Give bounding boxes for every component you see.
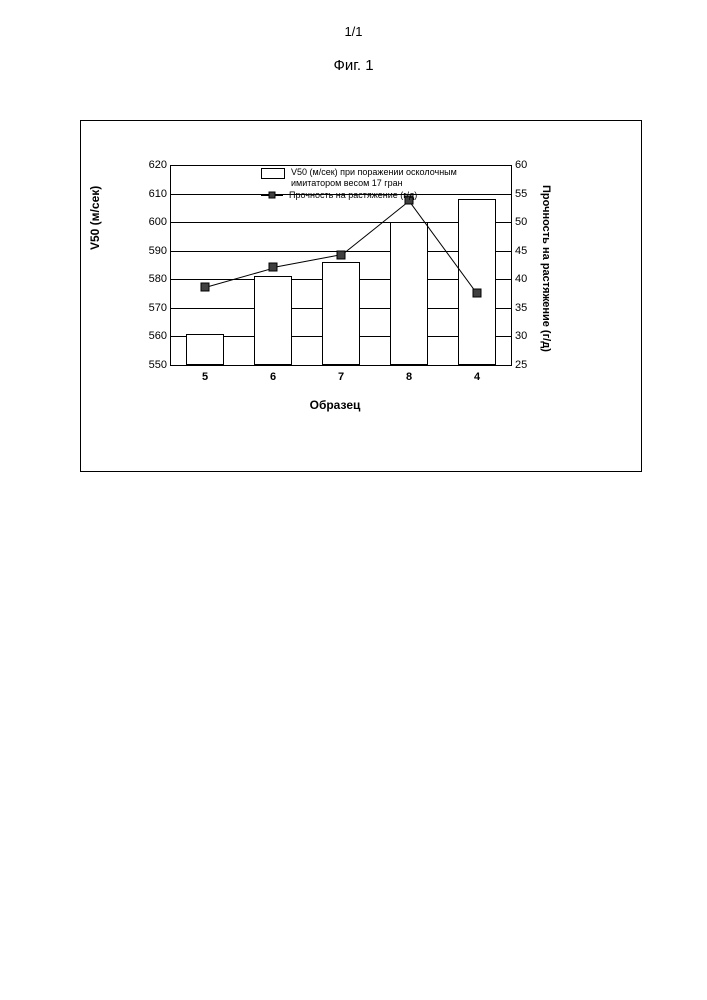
x-tick: 4: [457, 371, 497, 383]
y-right-tick: 35: [515, 302, 559, 314]
bar: [390, 222, 427, 365]
bar: [322, 262, 359, 365]
line-marker: [201, 282, 210, 291]
legend-item-line: Прочность на растяжение (г/д): [261, 190, 481, 201]
legend-line-label: Прочность на растяжение (г/д): [289, 190, 417, 201]
line-marker: [269, 263, 278, 272]
figure-title: Фиг. 1: [0, 57, 707, 74]
legend-bar-swatch: [261, 168, 285, 179]
legend-item-bar: V50 (м/сек) при поражении осколочным ими…: [261, 167, 481, 189]
y-axis-right-label: Прочность на растяжение (г/д): [540, 185, 552, 352]
x-tick: 5: [185, 371, 225, 383]
legend-line-swatch: [261, 190, 283, 200]
y-left-tick: 600: [123, 216, 167, 228]
y-right-tick: 60: [515, 159, 559, 171]
y-right-tick: 45: [515, 245, 559, 257]
plot-area: V50 (м/сек) при поражении осколочным ими…: [170, 165, 512, 366]
x-tick: 6: [253, 371, 293, 383]
y-right-tick: 25: [515, 359, 559, 371]
x-tick: 8: [389, 371, 429, 383]
y-right-tick: 30: [515, 330, 559, 342]
y-left-tick: 560: [123, 330, 167, 342]
legend: V50 (м/сек) при поражении осколочным ими…: [261, 167, 481, 202]
y-left-tick: 580: [123, 273, 167, 285]
y-left-tick: 620: [123, 159, 167, 171]
y-axis-left-label: V50 (м/сек): [88, 186, 102, 250]
line-marker: [337, 250, 346, 259]
y-right-tick: 40: [515, 273, 559, 285]
gridline: [171, 165, 511, 166]
bar: [254, 276, 291, 365]
y-right-tick: 55: [515, 188, 559, 200]
y-left-tick: 590: [123, 245, 167, 257]
y-left-tick: 610: [123, 188, 167, 200]
x-axis-label: Образец: [120, 398, 550, 412]
x-tick: 7: [321, 371, 361, 383]
y-left-tick: 570: [123, 302, 167, 314]
chart-container: V50 (м/сек) при поражении осколочным ими…: [120, 155, 550, 405]
y-left-tick: 550: [123, 359, 167, 371]
bar: [458, 199, 495, 365]
y-right-tick: 50: [515, 216, 559, 228]
bar: [186, 334, 223, 365]
line-marker: [473, 289, 482, 298]
legend-bar-label: V50 (м/сек) при поражении осколочным ими…: [291, 167, 481, 189]
page-number: 1/1: [0, 0, 707, 39]
